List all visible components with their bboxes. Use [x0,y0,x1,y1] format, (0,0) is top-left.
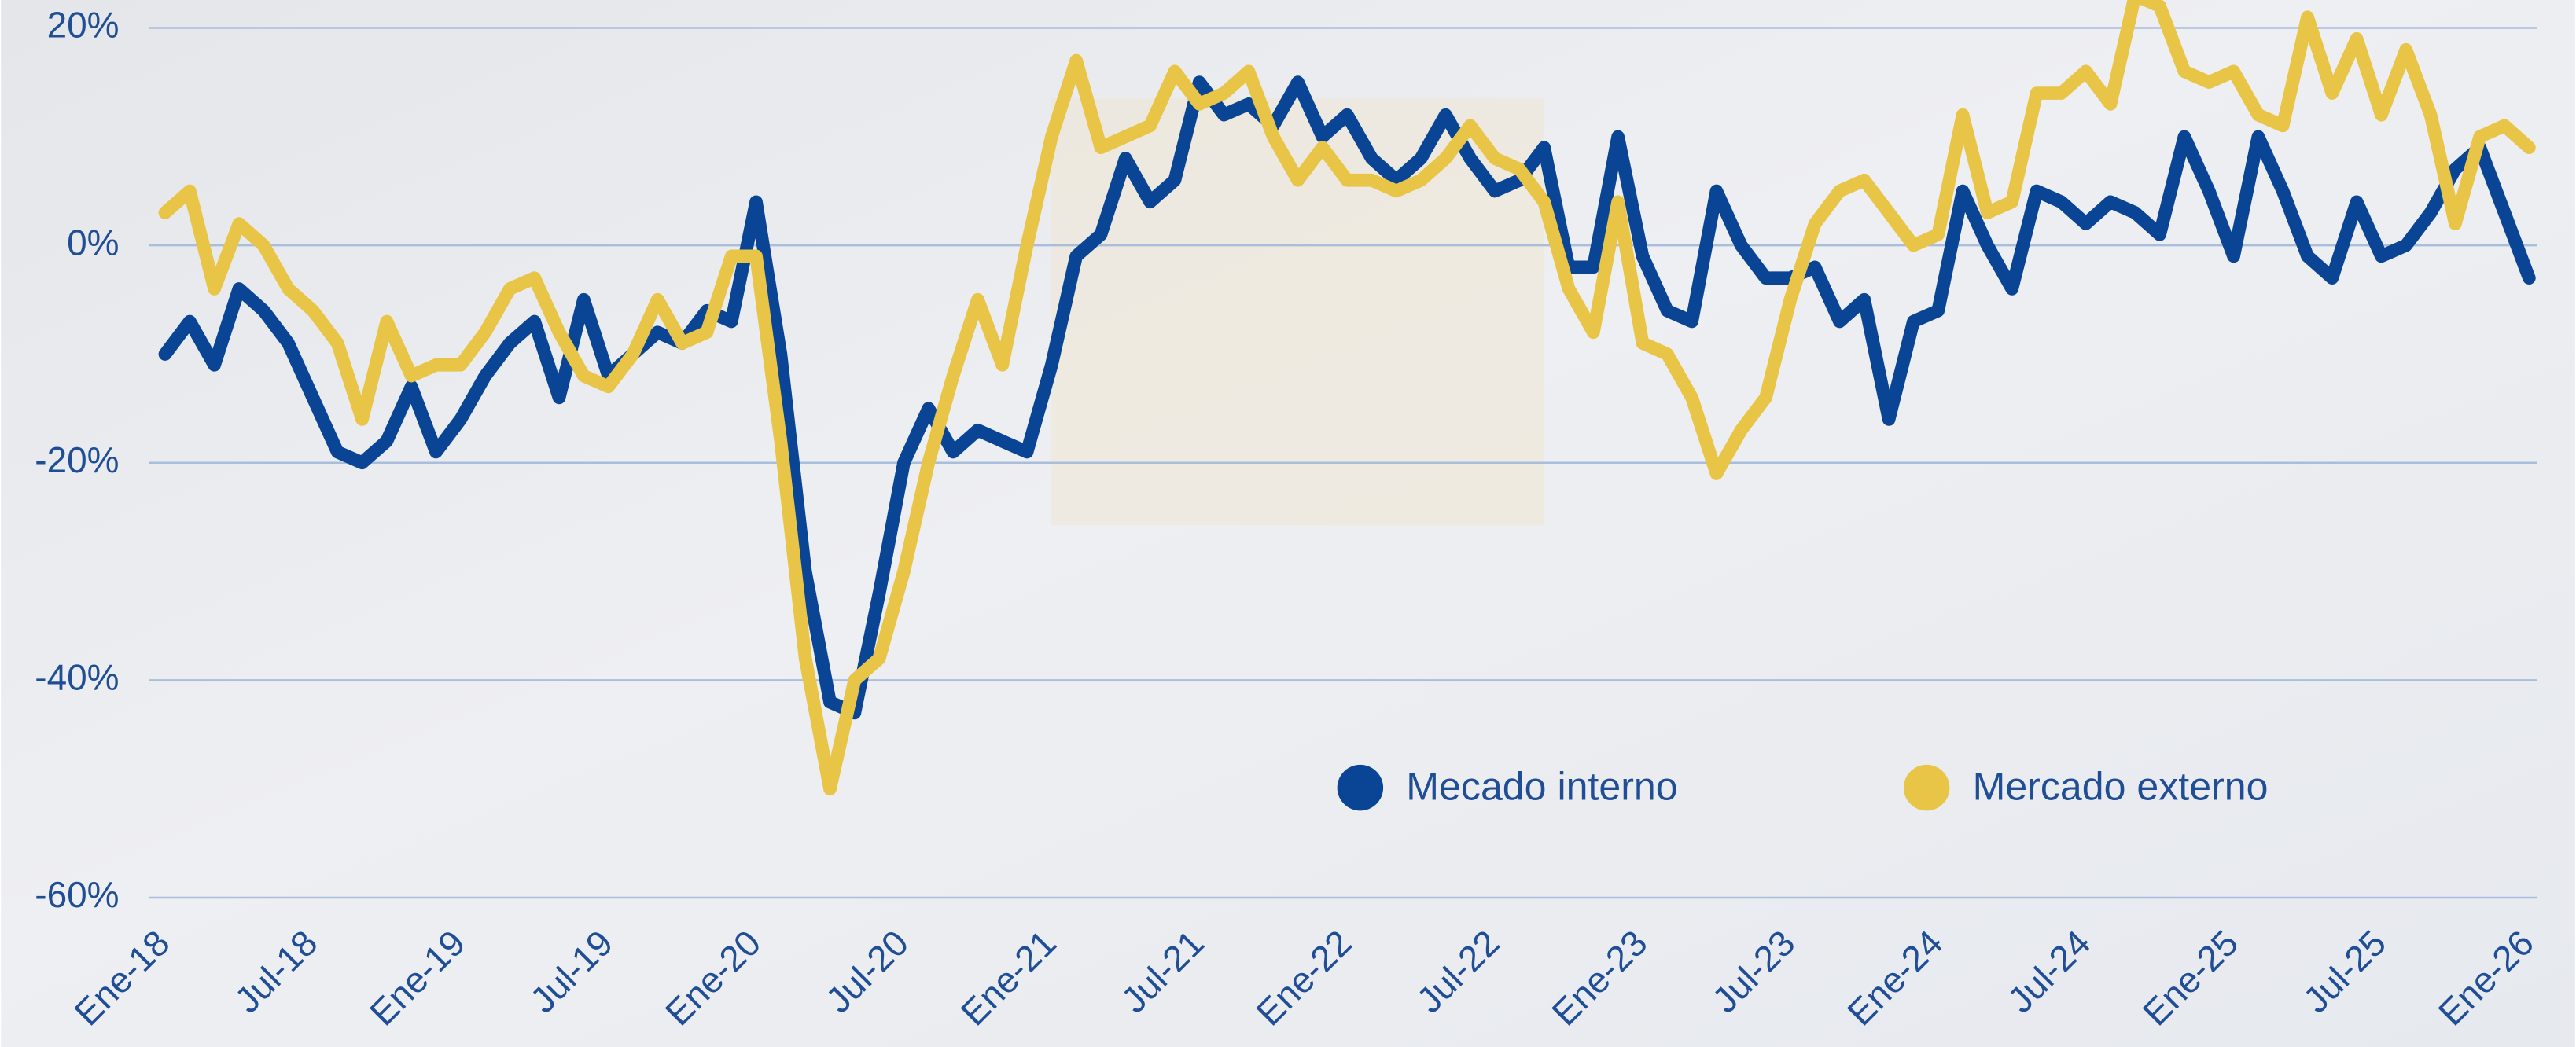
y-tick-label: -20% [35,439,119,480]
legend-label: Mecado interno [1406,764,1677,808]
grid [149,27,2537,899]
legend-marker [1903,764,1950,811]
y-tick-label: -60% [35,874,119,915]
y-tick-label: 20% [47,5,120,46]
legend-label: Mercado externo [1973,764,2269,808]
legend-marker [1337,764,1384,811]
series-line [158,0,2536,796]
y-tick-label: -40% [35,657,119,698]
lines [158,0,2536,796]
series-line [158,75,2536,720]
y-tick-label: 0% [67,222,119,263]
